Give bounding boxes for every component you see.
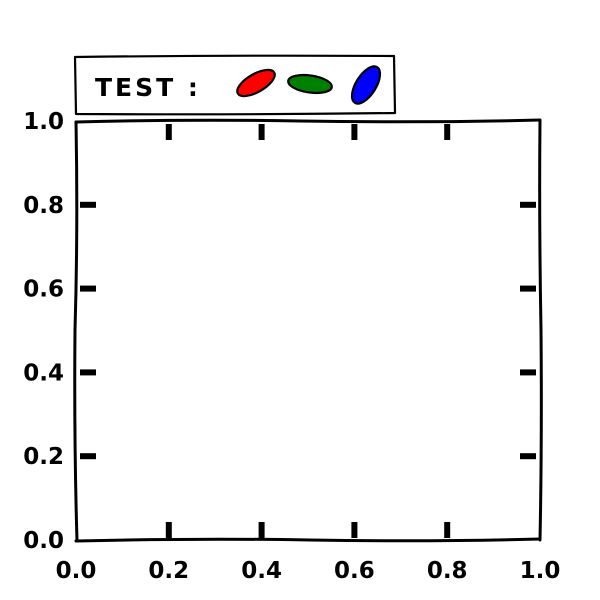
- tick-labels-layer: 0.0 0.2 0.4 0.6 0.8 1.0 0.0 0.2 0.4 0.6 0.8 1.0: [23, 109, 560, 584]
- y-tick-right: [520, 453, 536, 460]
- y-tick-label: 0.2: [23, 444, 64, 470]
- plot-frame-right: [538, 119, 543, 542]
- plot-frame-bottom: [74, 537, 542, 543]
- y-tick-label: 1.0: [23, 109, 64, 135]
- x-tick-bottom: [165, 522, 172, 538]
- ticks-layer: [80, 124, 536, 538]
- plot-frame-top: [74, 118, 542, 124]
- x-tick-label: 0.4: [241, 558, 282, 584]
- y-tick-left: [80, 369, 96, 376]
- x-tick-top: [351, 124, 358, 140]
- legend-label: TEST :: [95, 73, 201, 102]
- legend: TEST :: [73, 54, 397, 116]
- x-tick-bottom: [258, 522, 265, 538]
- y-tick-left: [80, 201, 96, 208]
- x-tick-top: [165, 124, 172, 140]
- y-tick-right: [520, 369, 536, 376]
- y-tick-label: 0.6: [23, 277, 64, 303]
- x-tick-top: [258, 124, 265, 140]
- x-tick-label: 0.0: [56, 558, 97, 584]
- x-tick-label: 0.8: [427, 558, 468, 584]
- x-tick-bottom: [351, 522, 358, 538]
- x-tick-label: 0.6: [334, 558, 375, 584]
- x-tick-bottom: [444, 522, 451, 538]
- plot-frame-left: [73, 120, 79, 543]
- x-tick-top: [444, 124, 451, 140]
- y-tick-label: 0.0: [23, 528, 64, 554]
- x-tick-label: 1.0: [520, 558, 561, 584]
- y-tick-label: 0.8: [23, 193, 64, 219]
- legend-marker-red: [236, 68, 276, 98]
- legend-marker-blue: [350, 65, 382, 105]
- y-tick-left: [80, 285, 96, 292]
- y-tick-right: [520, 201, 536, 208]
- x-tick-label: 0.2: [148, 558, 189, 584]
- y-tick-label: 0.4: [23, 360, 64, 386]
- y-tick-left: [80, 453, 96, 460]
- legend-marker-green: [287, 73, 333, 95]
- y-tick-right: [520, 285, 536, 292]
- legend-frame: [73, 54, 397, 116]
